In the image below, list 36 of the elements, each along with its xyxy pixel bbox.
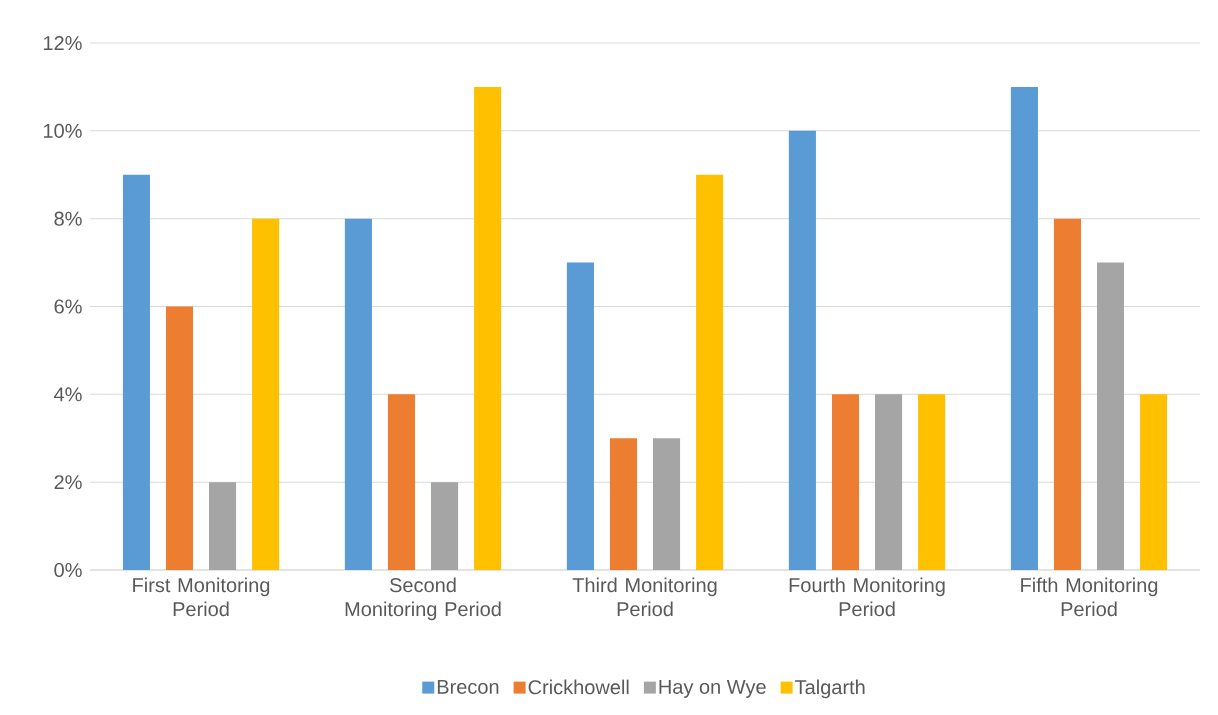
bar xyxy=(387,394,416,570)
bar xyxy=(653,438,681,570)
x-tick-label: Fifth Monitoring Period xyxy=(1021,577,1158,617)
bar xyxy=(344,218,372,570)
bar xyxy=(788,130,816,570)
bar xyxy=(696,174,724,570)
bar xyxy=(431,482,459,570)
legend-label: Brecon xyxy=(437,679,499,694)
x-tick-label: First Monitoring Period xyxy=(133,577,270,617)
legend-label: Crickhowell xyxy=(528,679,629,695)
bar xyxy=(1140,394,1168,570)
x-tick-label: Fourth Monitoring Period xyxy=(789,577,945,617)
x-tick-label: Third Monitoring Period xyxy=(572,577,717,617)
bar xyxy=(566,262,594,570)
y-tick-label: 12% xyxy=(43,35,82,51)
y-tick-label: 6% xyxy=(54,299,82,314)
bar xyxy=(209,482,237,570)
legend-label: Talgarth xyxy=(795,679,865,699)
bar xyxy=(122,174,150,570)
y-tick-label: 10% xyxy=(43,123,82,138)
bar xyxy=(252,218,280,570)
bar xyxy=(1097,262,1125,570)
bar xyxy=(165,306,194,570)
y-tick-label: 0% xyxy=(54,562,82,578)
y-tick-label: 8% xyxy=(54,211,82,226)
y-tick-label: 4% xyxy=(54,387,82,402)
bar xyxy=(875,394,903,570)
bar xyxy=(1053,218,1082,570)
y-tick-label: 2% xyxy=(54,475,82,490)
legend-label: Hay on Wye xyxy=(659,679,766,698)
bar xyxy=(1010,86,1038,570)
bar xyxy=(831,394,860,570)
bar xyxy=(474,86,502,570)
bar xyxy=(918,394,946,570)
x-tick-label: Second Monitoring Period xyxy=(345,577,501,621)
bar xyxy=(609,438,638,570)
